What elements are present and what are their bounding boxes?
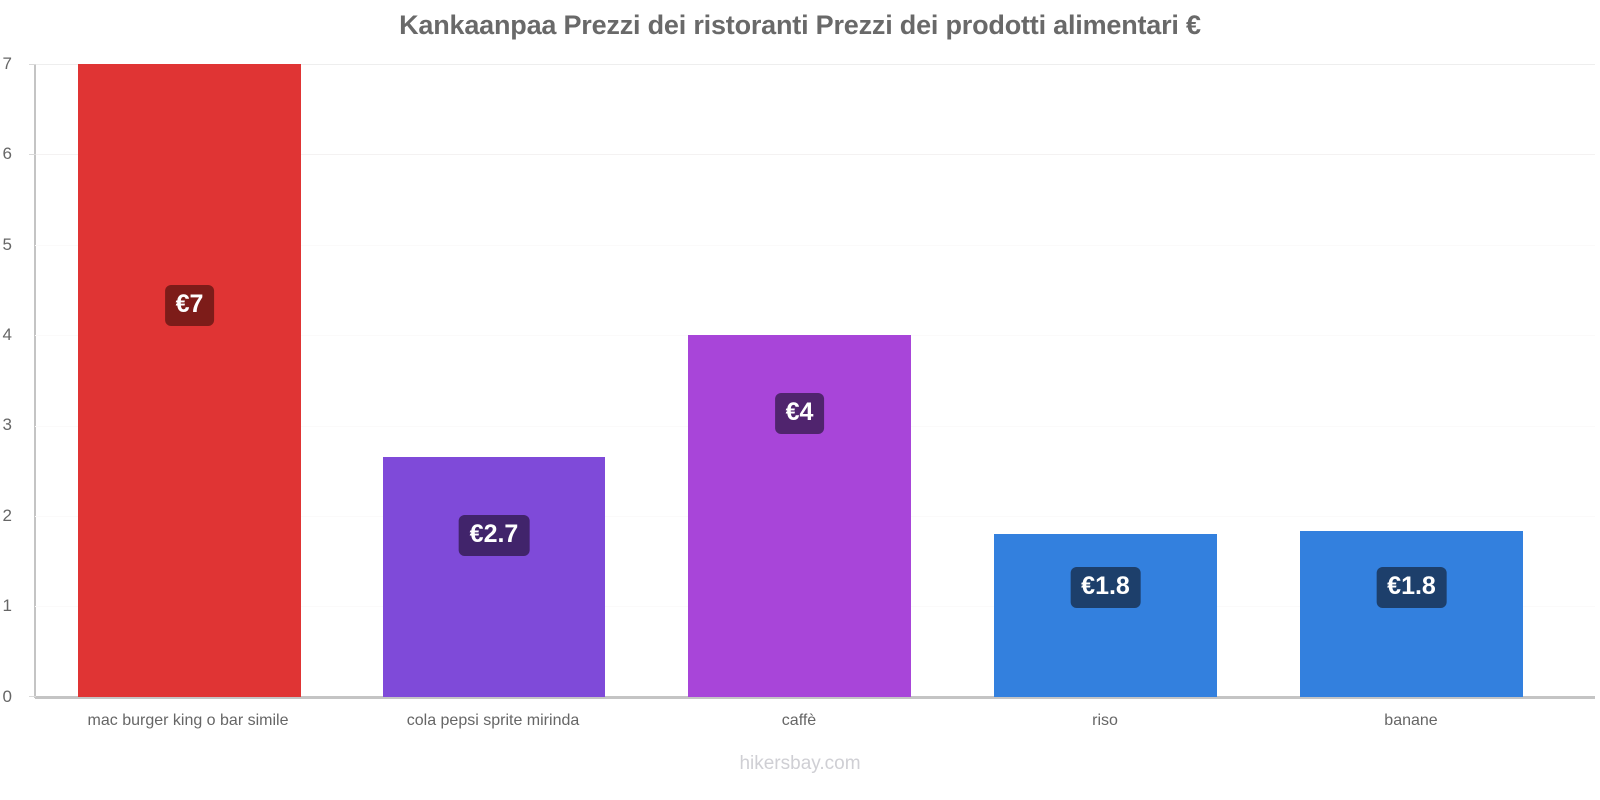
bar-value-label: €2.7 — [458, 515, 530, 556]
chart-title: Kankaanpaa Prezzi dei ristoranti Prezzi … — [399, 10, 1201, 40]
footer-credit: hikersbay.com — [739, 753, 861, 774]
gridline-6 — [35, 154, 1595, 155]
y-axis-tick-label: 3 — [2, 415, 12, 434]
bar-value-label: €4 — [774, 393, 825, 434]
x-axis-tick-label-mac-burger-king-o-bar-simile: mac burger king o bar simile — [87, 712, 289, 729]
x-axis-tick-label-cola-pepsi-sprite-mirinda: cola pepsi sprite mirinda — [406, 712, 580, 729]
bar-mac-burger-king-o-bar-simile[interactable]: €7 — [78, 64, 301, 697]
gridline-5 — [35, 245, 1595, 246]
x-axis-tick-label-caffe: caffè — [781, 712, 817, 729]
bar-value-label: €1.8 — [1070, 567, 1141, 608]
y-axis-tick-label: 7 — [2, 54, 12, 73]
bar-caffe[interactable]: €4 — [688, 335, 911, 697]
x-axis-tick-label-riso: riso — [1092, 712, 1118, 729]
y-tick-mark — [29, 154, 36, 155]
x-axis-line — [35, 696, 1595, 699]
bar-cola-pepsi-sprite-mirinda[interactable]: €2.7 — [383, 457, 605, 697]
y-tick-mark — [29, 696, 36, 697]
y-axis-tick-label: 1 — [2, 596, 12, 615]
bar-value-label: €1.8 — [1376, 567, 1447, 608]
gridline-7 — [35, 64, 1595, 65]
y-axis-tick-label: 5 — [2, 235, 12, 254]
y-axis-line — [34, 64, 36, 698]
plot-area: €7 €2.7 €4 €1.8 €1.8 — [29, 64, 1595, 697]
y-axis-tick-label: 4 — [2, 325, 12, 344]
y-axis-tick-label: 2 — [2, 506, 12, 525]
y-axis-tick-label: 6 — [2, 144, 12, 163]
bar-riso[interactable]: €1.8 — [994, 534, 1217, 697]
bar-banane[interactable]: €1.8 — [1300, 531, 1523, 697]
x-axis-tick-label-banane: banane — [1384, 712, 1438, 729]
y-tick-mark — [29, 64, 36, 65]
bar-value-label: €7 — [164, 285, 215, 326]
y-axis-tick-label: 0 — [2, 687, 12, 706]
